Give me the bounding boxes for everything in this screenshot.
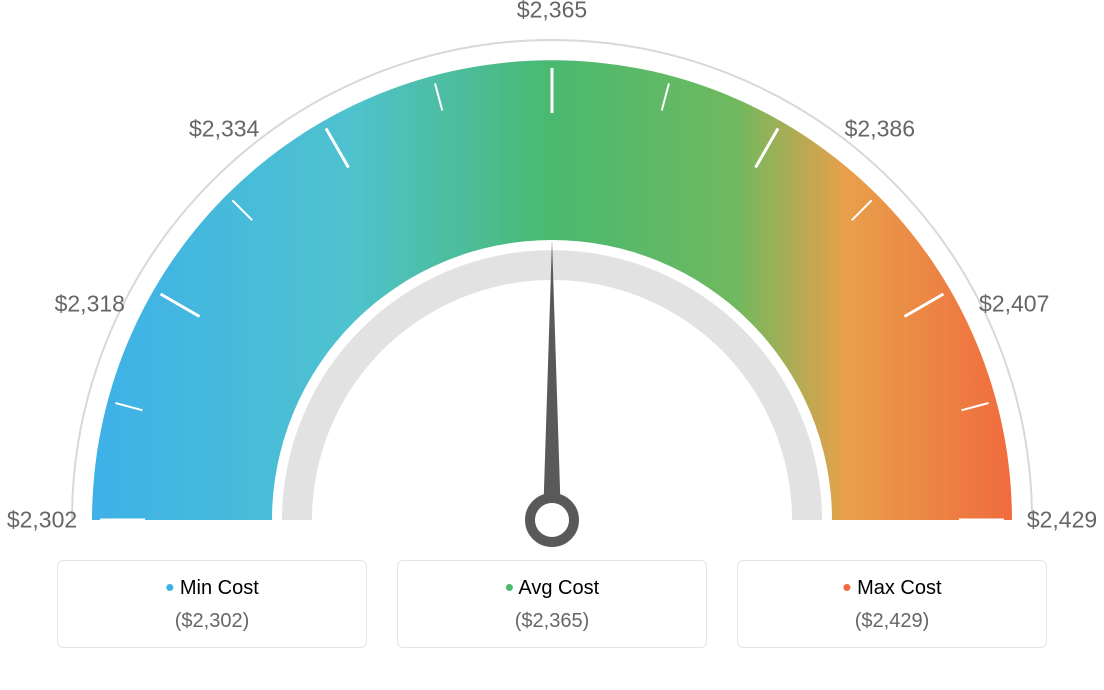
legend-card-avg: • Avg Cost ($2,365)	[397, 560, 707, 648]
dot-max: •	[842, 572, 851, 602]
gauge-tick-label: $2,429	[1027, 507, 1097, 534]
gauge-tick-label: $2,407	[979, 291, 1049, 318]
legend-card-max: • Max Cost ($2,429)	[737, 560, 1047, 648]
legend-value-min: ($2,302)	[58, 610, 366, 633]
dot-min: •	[165, 572, 174, 602]
gauge-tick-label: $2,318	[55, 291, 125, 318]
gauge-tick-label: $2,386	[845, 116, 915, 143]
gauge-tick-label: $2,302	[7, 507, 77, 534]
legend-value-avg: ($2,365)	[398, 610, 706, 633]
legend-row: • Min Cost ($2,302) • Avg Cost ($2,365) …	[0, 560, 1104, 648]
legend-card-min: • Min Cost ($2,302)	[57, 560, 367, 648]
gauge-tick-label: $2,365	[517, 0, 587, 24]
legend-value-max: ($2,429)	[738, 610, 1046, 633]
legend-title-avg: • Avg Cost	[398, 577, 706, 600]
legend-title-max: • Max Cost	[738, 577, 1046, 600]
legend-label-avg: Avg Cost	[518, 577, 599, 599]
legend-label-min: Min Cost	[180, 577, 259, 599]
gauge-container: $2,302 $2,318 $2,334 $2,365 $2,386 $2,407 $2,4…	[0, 0, 1104, 560]
dot-avg: •	[505, 572, 514, 602]
gauge-tick-label: $2,334	[189, 116, 259, 143]
legend-title-min: • Min Cost	[58, 577, 366, 600]
gauge-svg	[0, 0, 1104, 560]
legend-label-max: Max Cost	[857, 577, 941, 599]
